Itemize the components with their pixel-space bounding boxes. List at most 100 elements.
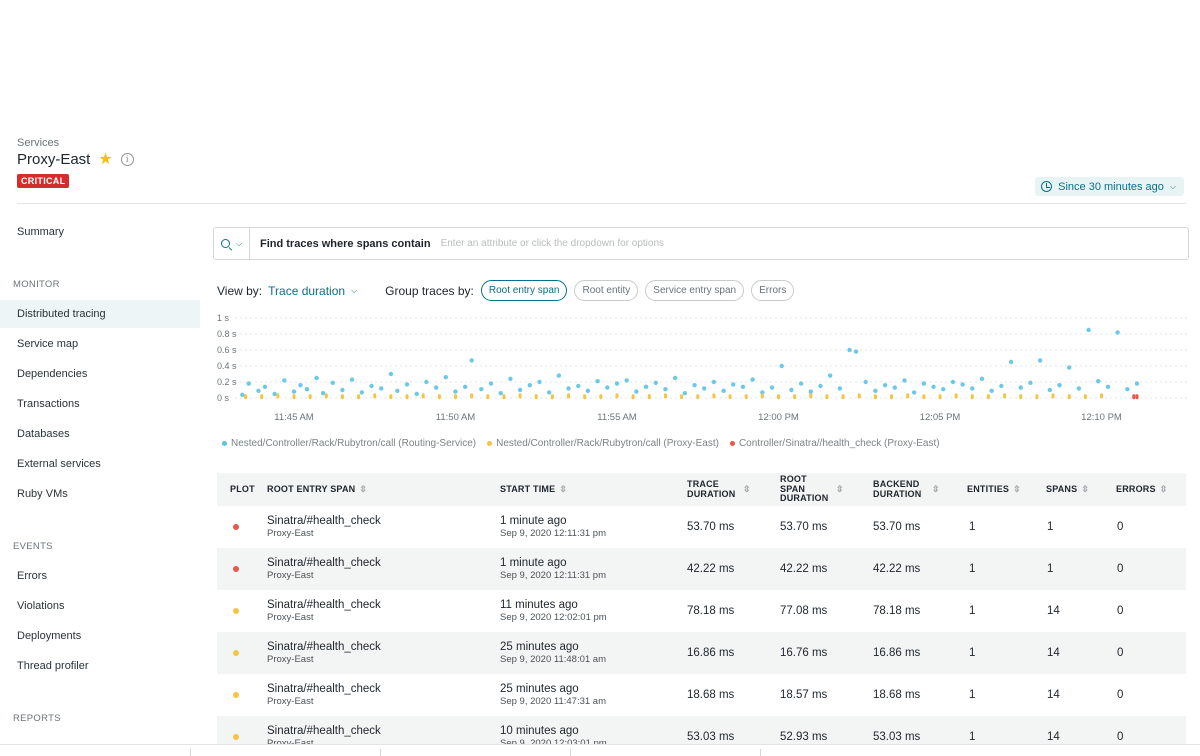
data-point: [453, 389, 458, 394]
plot-dot: [233, 566, 239, 572]
data-point: [663, 393, 667, 399]
trace-duration-cell: 18.68 ms: [687, 689, 735, 701]
data-point: [750, 377, 755, 382]
table-row[interactable]: Sinatra/#health_check Proxy-East 1 minute …: [217, 506, 1186, 548]
table-row[interactable]: Sinatra/#health_check Proxy-East 25 minute…: [217, 632, 1186, 674]
x-tick-label: 11:45 AM: [274, 412, 314, 423]
data-point: [256, 388, 261, 393]
sidebar-item-databases[interactable]: Databases: [0, 420, 200, 448]
table-row[interactable]: Sinatra/#health_check Proxy-East 1 minute …: [217, 548, 1186, 590]
legend-item[interactable]: Controller/Sinatra//health_check (Proxy-…: [729, 438, 940, 449]
sidebar-item-label: Summary: [17, 226, 65, 238]
group-pill-service-entry-span[interactable]: Service entry span: [645, 280, 745, 301]
relative-time: 1 minute ago: [500, 515, 567, 527]
data-point: [1125, 387, 1130, 392]
data-point: [999, 383, 1004, 389]
entity-name: Proxy-East: [267, 696, 314, 707]
x-tick-label: 12:05 PM: [920, 412, 961, 423]
sidebar-item-violations[interactable]: Violations: [0, 592, 200, 620]
backend-duration-cell: 53.70 ms: [873, 521, 921, 533]
column-header-root-entry-span[interactable]: ROOT ENTRY SPAN ⇳: [267, 473, 367, 506]
relative-time: 1 minute ago: [500, 557, 567, 569]
table-row[interactable]: Sinatra/#health_check Proxy-East 25 minute…: [217, 674, 1186, 716]
spans-cell: 14: [1047, 647, 1060, 659]
table-header: PLOT ROOT ENTRY SPAN ⇳ START TIME ⇳ TRACE …: [217, 473, 1186, 506]
data-point: [615, 393, 619, 399]
table-row[interactable]: Sinatra/#health_check Proxy-East 11 minute…: [217, 590, 1186, 632]
column-header-label: ERRORS: [1116, 483, 1156, 494]
root-entry-span-name[interactable]: Sinatra/#health_check: [267, 515, 381, 527]
sidebar-item-service-map[interactable]: Service map: [0, 330, 200, 358]
sidebar-item-thread-profiler[interactable]: Thread profiler: [0, 652, 200, 680]
sidebar-item-summary[interactable]: Summary: [0, 218, 200, 246]
data-point: [518, 393, 522, 399]
data-point: [921, 381, 927, 386]
column-header-spans[interactable]: SPANS ⇳: [1046, 473, 1089, 506]
trace-duration-scatter-chart[interactable]: 1 s 0.8 s 0.6 s 0.4 s 0.2 s 0 s 11:45 AM 11:50 …: [213, 308, 1189, 426]
data-point: [938, 394, 942, 400]
root-entry-span-name[interactable]: Sinatra/#health_check: [267, 641, 381, 653]
legend-item[interactable]: Nested/Controller/Rack/Rubytron/call (Ro…: [222, 438, 476, 449]
data-point: [680, 394, 684, 400]
sidebar-item-transactions[interactable]: Transactions: [0, 390, 200, 418]
divider: [380, 749, 381, 756]
data-point: [892, 385, 897, 390]
data-point: [986, 394, 990, 400]
group-pill-root-entry-span[interactable]: Root entry span: [480, 280, 568, 301]
column-header-errors[interactable]: ERRORS ⇳: [1116, 473, 1167, 506]
group-pill-errors[interactable]: Errors: [751, 280, 795, 301]
relative-time: 11 minutes ago: [500, 599, 578, 611]
data-point: [1037, 358, 1043, 363]
plot-cell: [233, 506, 239, 548]
data-point: [1008, 359, 1014, 365]
errors-cell: 0: [1117, 647, 1124, 659]
data-point: [970, 394, 974, 400]
legend-dot: [487, 441, 493, 446]
view-by-select[interactable]: Trace duration: [268, 283, 346, 298]
time-picker[interactable]: Since 30 minutes ago ⌵: [1035, 177, 1184, 196]
search-input[interactable]: [440, 238, 1188, 249]
column-header-entities[interactable]: ENTITIES ⇳: [967, 473, 1021, 506]
legend-dot: [222, 441, 227, 446]
column-header-backend-duration[interactable]: BACKEND DURATION ⇳: [873, 473, 943, 506]
column-header-label: ROOT ENTRY SPAN: [267, 483, 356, 494]
legend-item[interactable]: Nested/Controller/Rack/Rubytron/call (Pr…: [487, 438, 719, 449]
group-pill-root-entity[interactable]: Root entity: [574, 280, 639, 301]
sidebar-item-distributed-tracing[interactable]: Distributed tracing: [0, 300, 200, 328]
root-entry-span-name[interactable]: Sinatra/#health_check: [267, 683, 381, 695]
root-entry-span-name[interactable]: Sinatra/#health_check: [267, 599, 381, 611]
sidebar-item-errors[interactable]: Errors: [0, 562, 200, 590]
x-tick-label: 11:55 AM: [597, 412, 637, 423]
data-point: [1051, 393, 1055, 399]
star-icon[interactable]: ★: [98, 150, 113, 168]
root-entry-span-name[interactable]: Sinatra/#health_check: [267, 557, 381, 569]
data-point: [566, 386, 571, 391]
data-point: [320, 391, 326, 396]
column-header-root-span-duration[interactable]: ROOT SPAN DURATION ⇳: [780, 473, 850, 506]
data-point: [873, 394, 877, 400]
data-point: [488, 381, 494, 386]
sidebar-item-dependencies[interactable]: Dependencies: [0, 360, 200, 388]
data-point: [388, 371, 394, 377]
data-point: [954, 393, 958, 399]
start-time-cell: 1 minute ago Sep 9, 2020 12:11:31 pm: [500, 548, 606, 590]
data-point: [882, 383, 888, 388]
data-point: [414, 391, 419, 397]
chevron-down-icon[interactable]: ⌵: [351, 285, 358, 295]
search-dropdown[interactable]: ⌵: [214, 228, 250, 259]
data-point: [395, 388, 400, 393]
breadcrumb[interactable]: Services: [17, 137, 60, 149]
sidebar-item-deployments[interactable]: Deployments: [0, 622, 200, 650]
column-header-trace-duration[interactable]: TRACE DURATION ⇳: [687, 473, 757, 506]
sidebar-heading-monitor: MONITOR: [13, 279, 60, 290]
backend-duration-cell: 18.68 ms: [873, 689, 921, 701]
data-point: [970, 386, 975, 391]
root-span-duration-cell: 53.70 ms: [780, 521, 828, 533]
data-point: [537, 379, 542, 385]
sidebar-item-external-services[interactable]: External services: [0, 450, 200, 478]
column-header-start-time[interactable]: START TIME ⇳: [500, 473, 567, 506]
data-point: [1076, 386, 1082, 391]
root-entry-span-name[interactable]: Sinatra/#health_check: [267, 725, 381, 737]
info-icon[interactable]: i: [120, 153, 134, 166]
sidebar-item-ruby-vms[interactable]: Ruby VMs: [0, 480, 200, 508]
